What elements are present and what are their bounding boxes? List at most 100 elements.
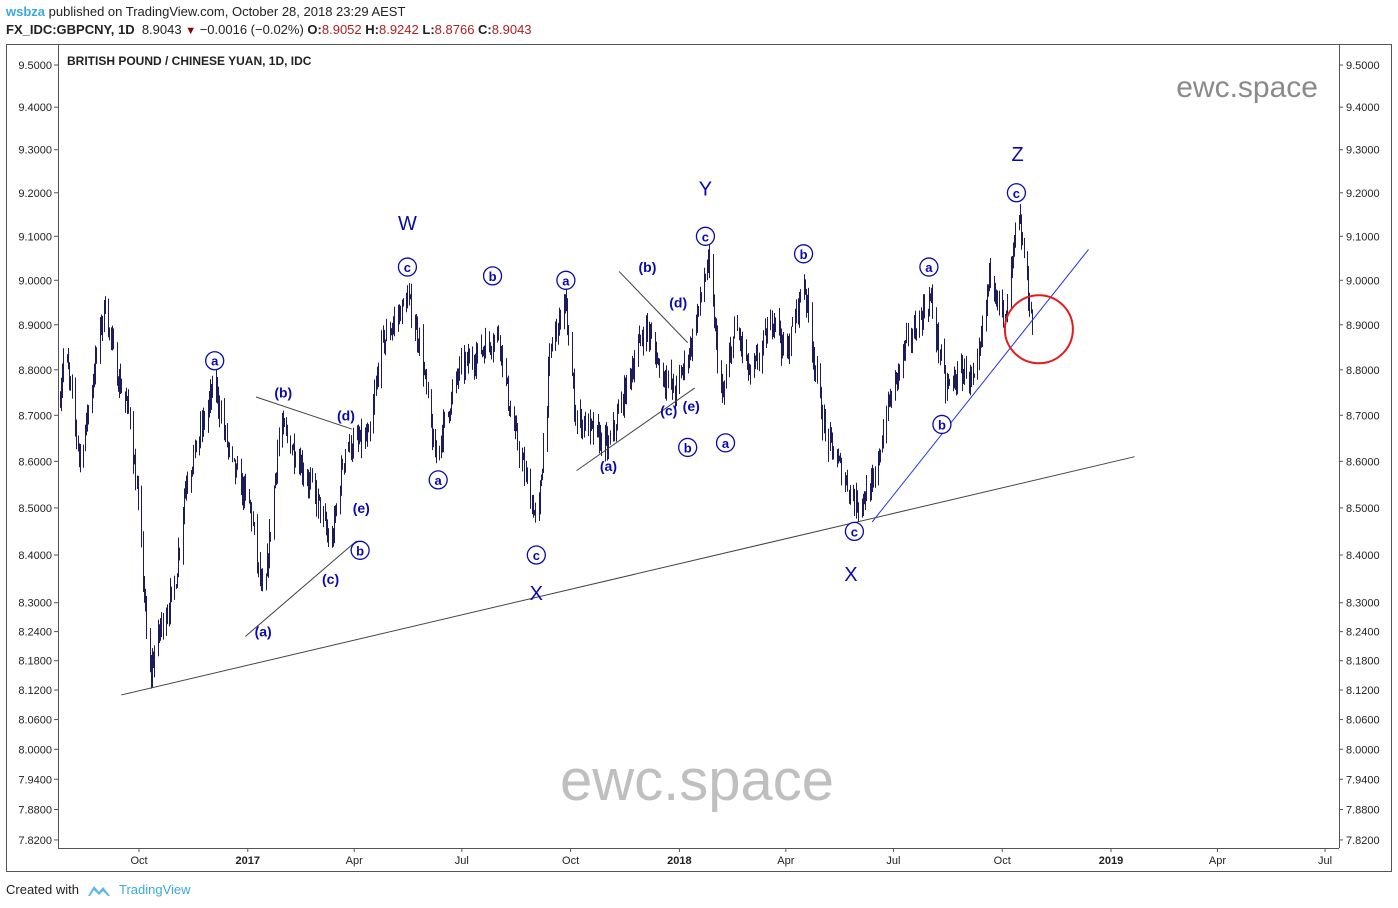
wave-label-circled: b <box>482 266 503 286</box>
wave-label-text: a <box>722 436 730 451</box>
wave-label-major: Z <box>1011 144 1023 166</box>
x-tick-label: Oct <box>994 855 1011 867</box>
chart-title: BRITISH POUND / CHINESE YUAN, 1D, IDC <box>67 54 312 68</box>
last-price: 8.9043 <box>141 22 182 37</box>
wave-label-circled: c <box>1006 183 1027 203</box>
trend-line-rising-support <box>871 249 1089 523</box>
wave-label-minor-group: (b) <box>639 259 657 275</box>
y-tick-label-left: 8.1800 <box>18 656 52 668</box>
y-tick-label-right: 8.7000 <box>1346 410 1380 422</box>
down-arrow-icon: ▼ <box>185 25 197 37</box>
wave-label-circled: a <box>715 433 736 453</box>
y-tick-label-left: 9.4000 <box>18 102 52 114</box>
x-tick-label: Apr <box>346 855 363 867</box>
close-value: 8.9043 <box>491 22 532 37</box>
y-tick-label-left: 9.3000 <box>18 145 52 157</box>
wave-label-major: Y <box>699 178 712 200</box>
y-tick-label-left: 8.6000 <box>18 456 52 468</box>
y-tick-label-right: 7.9400 <box>1346 774 1380 786</box>
y-tick-label-right: 8.0000 <box>1346 744 1380 756</box>
wave-label-minor: (d) <box>337 407 355 423</box>
y-tick-label-left: 7.8800 <box>18 804 52 816</box>
y-tick-label-left: 8.3000 <box>18 598 52 610</box>
x-tick-label: Oct <box>130 855 147 867</box>
y-tick-label-left: 8.8000 <box>18 365 52 377</box>
wave-label-text: c <box>851 524 858 539</box>
wave-label-major-group: X <box>844 564 857 586</box>
publish-info: wsbza published on TradingView.com, Octo… <box>6 4 405 19</box>
y-tick-label-right: 9.1000 <box>1346 231 1380 243</box>
wave-label-circled: c <box>397 257 418 277</box>
x-tick-label: Apr <box>1209 855 1226 867</box>
x-tick-label: 2018 <box>667 855 691 867</box>
y-tick-label-left: 9.1000 <box>18 231 52 243</box>
y-tick-label-left: 8.5000 <box>18 503 52 515</box>
y-tick-label-left: 9.0000 <box>18 275 52 287</box>
trend-line-triangle2-lower <box>576 387 696 472</box>
symbol: FX_IDC:GBPCNY, 1D <box>6 22 135 37</box>
trend-line-triangle2-upper <box>618 271 689 344</box>
chart-frame <box>6 44 1392 872</box>
y-tick-label-right: 7.8800 <box>1346 804 1380 816</box>
label-circle <box>793 244 814 264</box>
label-circle <box>695 226 716 246</box>
wave-label-minor-group: (a) <box>600 458 617 474</box>
label-circle <box>844 521 865 542</box>
label-circle <box>919 257 939 277</box>
y-tick-label-right: 8.4000 <box>1346 550 1380 562</box>
y-tick-label-right: 8.0600 <box>1346 715 1380 727</box>
label-circle <box>428 470 448 490</box>
y-tick-label-right: 8.2400 <box>1346 627 1380 639</box>
label-circle <box>350 540 370 560</box>
symbol-info: FX_IDC:GBPCNY, 1D 8.9043 ▼ −0.0016 (−0.0… <box>6 22 532 37</box>
label-circle <box>932 414 952 435</box>
created-with-text: Created with <box>6 882 79 897</box>
wave-label-text: a <box>435 473 443 488</box>
wave-label-text: c <box>533 548 540 563</box>
label-circle <box>526 545 546 565</box>
footer: Created with TradingView <box>6 882 191 897</box>
wave-label-text: b <box>938 417 946 432</box>
wave-label-minor: (b) <box>639 259 657 275</box>
y-tick-label-right: 8.6000 <box>1346 456 1380 468</box>
wave-label-text: a <box>925 260 933 275</box>
high-value: 8.9242 <box>378 22 419 37</box>
wave-label-minor: (e) <box>353 500 370 516</box>
wave-label-circled: c <box>526 545 546 565</box>
wave-label-major-group: W <box>398 213 417 235</box>
y-tick-label-left: 8.0600 <box>18 715 52 727</box>
wave-label-text: c <box>404 260 411 275</box>
wave-label-minor-group: (e) <box>353 500 370 516</box>
wave-label-circled: a <box>205 351 225 371</box>
y-tick-label-left: 8.0000 <box>18 744 52 756</box>
trend-line-triangle1-lower <box>245 540 357 637</box>
wave-label-major-group: X <box>530 583 543 605</box>
y-tick-label-right: 8.1800 <box>1346 656 1380 668</box>
y-tick-label-right: 7.8200 <box>1346 835 1380 847</box>
y-tick-label-left: 8.4000 <box>18 550 52 562</box>
open-label: O: <box>307 22 322 37</box>
low-value: 8.8766 <box>434 22 475 37</box>
wave-label-minor-group: (b) <box>274 384 292 400</box>
tradingview-link[interactable]: TradingView <box>118 882 191 897</box>
low-label: L: <box>422 22 435 37</box>
wave-label-minor: (a) <box>600 458 617 474</box>
y-tick-label-left: 9.5000 <box>18 60 52 72</box>
tradingview-logo-icon <box>87 885 110 896</box>
wave-label-text: c <box>1013 186 1020 201</box>
x-tick-label: 2019 <box>1099 855 1123 867</box>
wave-label-text: b <box>800 247 808 262</box>
wave-label-text: a <box>211 354 219 369</box>
author-link[interactable]: wsbza <box>6 4 46 19</box>
x-tick-label: Oct <box>562 855 579 867</box>
wave-label-major: X <box>530 583 543 605</box>
x-tick-label: Apr <box>777 855 794 867</box>
x-tick-label: Jul <box>886 855 900 867</box>
watermark-center: ewc.space <box>560 748 834 813</box>
wave-label-minor: (d) <box>669 294 687 310</box>
x-tick-label: Jul <box>455 855 469 867</box>
wave-label-minor: (c) <box>322 571 339 587</box>
wave-label-minor-group: (d) <box>669 294 687 310</box>
highlight-circle <box>1003 294 1074 365</box>
